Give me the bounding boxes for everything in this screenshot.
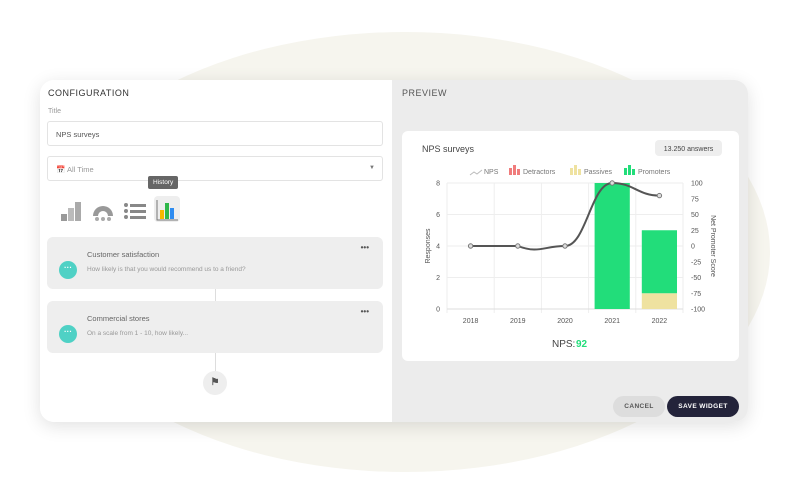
question-type-icon: ··· — [59, 325, 77, 343]
y2-tick-label: 0 — [691, 244, 695, 251]
connector — [215, 352, 216, 372]
date-range-value: All Time — [67, 165, 94, 174]
question-title: Customer satisfaction — [87, 250, 160, 259]
tooltip: History — [148, 176, 179, 189]
legend-promoters-icon — [628, 165, 631, 175]
legend-detractors: Detractors — [523, 169, 556, 176]
legend-promoters-icon — [624, 168, 627, 175]
configuration-panel: CONFIGURATION Title NPS surveys 📅 All Ti… — [40, 80, 392, 422]
y2-tick-label: -100 — [691, 307, 705, 314]
question-card[interactable]: ··· Commercial stores On a scale from 1 … — [47, 301, 383, 353]
legend-detractors-icon — [513, 165, 516, 175]
configuration-heading: CONFIGURATION — [48, 88, 130, 98]
question-subtitle: On a scale from 1 - 10, how likely... — [87, 330, 189, 337]
answers-badge — [655, 140, 722, 156]
x-tick-label: 2018 — [463, 318, 479, 325]
chart-title: NPS surveys — [422, 144, 475, 154]
legend-detractors-icon — [517, 169, 520, 175]
bar-promoters — [594, 183, 630, 309]
list-icon[interactable] — [122, 196, 148, 222]
answers-badge-text: 13.250 answers — [664, 146, 714, 153]
bar-passives — [641, 293, 677, 309]
date-range-select[interactable]: 📅 All Time ▼ — [47, 156, 383, 181]
title-input[interactable]: NPS surveys — [47, 121, 383, 146]
y2-tick-label: -50 — [691, 275, 701, 282]
more-icon[interactable]: ••• — [360, 243, 369, 252]
save-widget-button[interactable]: SAVE WIDGET — [667, 396, 739, 417]
bar-chart-icon[interactable] — [58, 196, 84, 222]
x-tick-label: 2019 — [510, 318, 526, 325]
y-tick-label: 8 — [436, 181, 440, 188]
y2-tick-label: 25 — [691, 228, 699, 235]
connector — [215, 287, 216, 302]
y2-tick-label: -25 — [691, 259, 701, 266]
legend-passives-icon — [570, 168, 573, 175]
chevron-down-icon: ▼ — [369, 165, 375, 171]
y-tick-label: 4 — [436, 244, 440, 251]
x-tick-label: 2022 — [652, 318, 668, 325]
question-card[interactable]: ··· Customer satisfaction How likely is … — [47, 237, 383, 289]
history-chart-icon[interactable] — [154, 196, 180, 222]
nps-point — [467, 243, 474, 249]
legend-nps-icon — [469, 169, 483, 176]
chart-card: NPS surveys 13.250 answers NPS Detractors Pa… — [402, 131, 739, 361]
nps-point — [609, 180, 615, 186]
legend-nps: NPS — [484, 169, 499, 176]
gauge-icon[interactable] — [90, 196, 116, 222]
nps-line — [470, 181, 660, 251]
nps-point — [562, 243, 568, 249]
nps-point — [515, 243, 521, 249]
y-tick-label: 6 — [436, 212, 440, 219]
more-icon[interactable]: ••• — [360, 307, 369, 316]
legend-promoters-icon — [632, 169, 635, 175]
nps-label: NPS: — [552, 339, 575, 350]
preview-panel: PREVIEW NPS surveys 13.250 answers NPS Detr… — [392, 80, 748, 422]
legend-passives-icon — [578, 169, 581, 175]
calendar-icon: 📅 — [56, 165, 68, 174]
flag-icon[interactable]: ⚑ — [203, 371, 227, 395]
y2-tick-label: 75 — [691, 196, 699, 203]
y-axis-label: Responses — [425, 228, 432, 264]
y2-axis-label: Net Promoter Score — [709, 215, 716, 277]
preview-heading: PREVIEW — [402, 88, 448, 98]
legend-passives: Passives — [584, 169, 613, 176]
question-type-icon: ··· — [59, 261, 77, 279]
y-tick-label: 2 — [436, 275, 440, 282]
nps-chart: NPS surveys 13.250 answers NPS Detractors Pa… — [422, 140, 722, 350]
legend-detractors-icon — [509, 168, 512, 175]
y2-tick-label: 100 — [691, 181, 703, 188]
nps-point — [656, 192, 663, 199]
x-tick-label: 2020 — [557, 318, 573, 325]
question-title: Commercial stores — [87, 314, 150, 323]
x-tick-label: 2021 — [604, 318, 620, 325]
nps-value: 92 — [576, 339, 588, 350]
y2-tick-label: 50 — [691, 212, 699, 219]
widget-editor: CONFIGURATION Title NPS surveys 📅 All Ti… — [40, 80, 748, 422]
y2-tick-label: -75 — [691, 291, 701, 298]
legend-passives-icon — [574, 165, 577, 175]
y-tick-label: 0 — [436, 307, 440, 314]
bar-promoters — [641, 230, 677, 294]
title-label: Title — [48, 108, 61, 115]
cancel-button[interactable]: CANCEL — [613, 396, 665, 417]
question-subtitle: How likely is that you would recommend u… — [87, 266, 246, 273]
legend-promoters: Promoters — [638, 169, 671, 176]
